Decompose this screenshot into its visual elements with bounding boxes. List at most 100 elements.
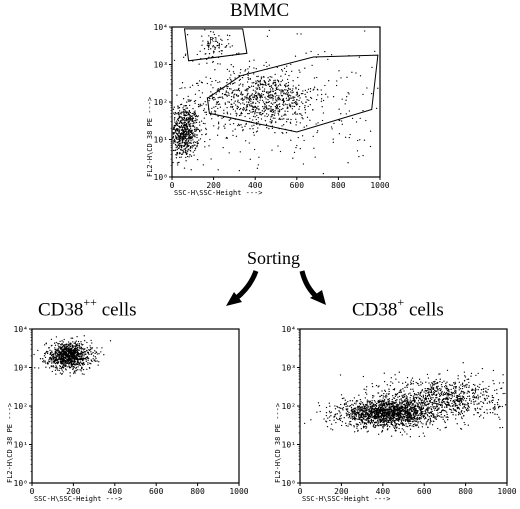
data-point xyxy=(345,402,347,404)
data-point xyxy=(179,144,181,146)
data-point xyxy=(378,411,380,413)
data-point xyxy=(367,406,369,408)
data-point xyxy=(437,427,439,430)
data-point xyxy=(257,85,259,87)
data-point xyxy=(432,387,435,389)
data-point xyxy=(388,390,390,393)
data-point xyxy=(361,422,363,424)
data-point xyxy=(248,60,251,62)
data-point xyxy=(361,420,363,423)
scatter-points xyxy=(304,362,507,438)
data-point xyxy=(394,395,397,397)
data-point xyxy=(181,123,183,125)
data-point xyxy=(351,410,353,412)
data-point xyxy=(374,407,376,409)
data-point xyxy=(249,105,251,107)
data-point xyxy=(353,413,356,415)
data-point xyxy=(444,393,446,396)
data-point xyxy=(309,103,311,106)
data-point xyxy=(172,137,174,139)
data-point xyxy=(467,408,469,410)
data-point xyxy=(431,391,433,394)
data-point xyxy=(175,136,178,138)
x-axis-label: SSC-H\SSC-Height ---> xyxy=(174,189,263,197)
data-point xyxy=(89,362,91,364)
data-point xyxy=(376,423,379,425)
data-point xyxy=(375,414,377,416)
data-point xyxy=(490,400,493,402)
data-point xyxy=(305,101,307,103)
data-point xyxy=(204,140,206,143)
data-point xyxy=(248,86,251,89)
data-point xyxy=(330,54,333,56)
data-point xyxy=(348,415,351,418)
data-point xyxy=(194,112,196,114)
data-point xyxy=(184,128,186,130)
data-point xyxy=(476,412,479,414)
data-point xyxy=(355,399,358,402)
data-point xyxy=(54,352,56,354)
data-point xyxy=(426,421,428,423)
data-point xyxy=(204,146,206,148)
data-point xyxy=(282,103,284,106)
data-point xyxy=(359,139,361,141)
data-point xyxy=(217,97,219,99)
data-point xyxy=(177,164,179,166)
data-point xyxy=(394,374,396,376)
data-point xyxy=(290,122,292,125)
data-point xyxy=(257,75,259,78)
data-point xyxy=(296,144,298,147)
data-point xyxy=(295,102,297,105)
data-point xyxy=(266,108,268,110)
data-point xyxy=(288,97,290,99)
data-point xyxy=(223,125,225,127)
data-point xyxy=(237,88,240,90)
data-point xyxy=(175,144,177,147)
data-point xyxy=(237,124,239,127)
data-point xyxy=(252,108,255,111)
data-point xyxy=(371,422,374,424)
data-point xyxy=(461,383,464,385)
data-point xyxy=(350,424,352,426)
data-point xyxy=(319,410,321,413)
data-point xyxy=(226,68,229,71)
data-point xyxy=(355,423,357,425)
data-point xyxy=(183,145,185,147)
data-point xyxy=(67,358,69,360)
data-point xyxy=(214,47,217,49)
data-point xyxy=(189,118,192,120)
data-point xyxy=(231,92,233,94)
data-point xyxy=(83,363,86,365)
data-point xyxy=(184,54,187,57)
data-point xyxy=(285,121,288,123)
data-point xyxy=(183,117,186,120)
data-point xyxy=(315,98,318,101)
data-point xyxy=(320,100,323,102)
data-point xyxy=(434,407,437,410)
data-point xyxy=(345,412,347,414)
data-point xyxy=(183,138,185,141)
data-point xyxy=(98,361,100,363)
data-point xyxy=(415,396,418,399)
data-point xyxy=(264,120,267,122)
data-point xyxy=(373,414,376,416)
data-point xyxy=(456,404,458,407)
x-tick-label: 400 xyxy=(248,181,263,190)
data-point xyxy=(198,139,200,141)
data-point xyxy=(247,97,249,99)
data-point xyxy=(252,102,254,104)
y-tick-label: 10³ xyxy=(14,364,28,373)
data-point xyxy=(400,402,402,404)
data-point xyxy=(427,426,429,429)
data-point xyxy=(190,155,193,157)
data-point xyxy=(367,417,370,419)
data-point xyxy=(74,342,77,344)
data-point xyxy=(292,91,294,93)
data-point xyxy=(416,414,418,416)
data-point xyxy=(222,146,224,149)
data-point xyxy=(420,395,423,398)
data-point xyxy=(226,86,228,88)
data-point xyxy=(376,402,378,405)
data-point xyxy=(189,127,192,129)
data-point xyxy=(396,404,399,406)
